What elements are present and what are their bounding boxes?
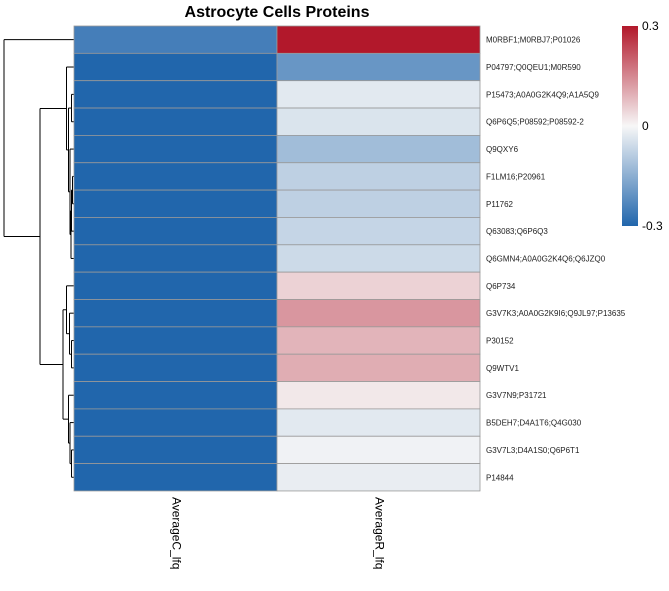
column-labels: AverageC_lfq AverageR_lfq <box>169 497 386 570</box>
heatmap-cell-averager-lfq-p14844 <box>276 463 481 492</box>
row-label-g3v7l3-d4a1s0-q6p6t1: G3V7L3;D4A1S0;Q6P6T1 <box>486 446 580 455</box>
legend-tick-label: -0.3 <box>642 219 663 233</box>
heatmap-cell-averagec-lfq-q9wtv1 <box>73 353 278 382</box>
heatmap-cell-averagec-lfq-q9qxy6 <box>73 134 278 164</box>
heatmap-cell-averager-lfq-p04797-q0qeu1-m0r590 <box>276 52 481 82</box>
row-label-b5deh7-d4a1t6-q4g030: B5DEH7;D4A1T6;Q4G030 <box>486 419 582 428</box>
heatmap-cell-averager-lfq-f1lm16-p20961 <box>276 162 481 191</box>
heatmap-cell-averagec-lfq-q6gmn4-a0a0g2k4q6-q6jzq0 <box>73 244 278 273</box>
heatmap-cell-averagec-lfq-q6p6q5-p08592-p08592-2 <box>73 107 278 136</box>
row-label-q6gmn4-a0a0g2k4q6-q6jzq0: Q6GMN4;A0A0G2K4Q6;Q6JZQ0 <box>486 254 606 263</box>
heatmap-cell-averagec-lfq-m0rbf1-m0rbj7-p01026 <box>73 25 278 54</box>
legend-tick-label: 0.3 <box>642 19 659 33</box>
heatmap-cell-averager-lfq-p15473-a0a0g2k4q9-a1a5q9 <box>276 80 481 109</box>
heatmap-cell-averagec-lfq-p04797-q0qeu1-m0r590 <box>73 52 278 82</box>
row-label-q9qxy6: Q9QXY6 <box>486 145 519 154</box>
heatmap-cell-averager-lfq-g3v7k3-a0a0g2k9i6-q9jl97-p13635 <box>276 299 481 328</box>
heatmap-cell-averagec-lfq-g3v7l3-d4a1s0-q6p6t1 <box>73 435 278 465</box>
color-legend: 0.3 0 -0.3 <box>622 19 663 233</box>
heatmap-cell-averager-lfq-q6p6q5-p08592-p08592-2 <box>276 107 481 136</box>
heatmap-cell-averager-lfq-p30152 <box>276 326 481 355</box>
heatmap-cells <box>73 25 481 492</box>
heatmap-cell-averagec-lfq-g3v7n9-p31721 <box>73 381 278 410</box>
row-labels: M0RBF1;M0RBJ7;P01026 P04797;Q0QEU1;M0R590… <box>486 36 626 483</box>
heatmap-cell-averagec-lfq-q6p734 <box>73 271 278 300</box>
row-label-g3v7n9-p31721: G3V7N9;P31721 <box>486 391 547 400</box>
heatmap-cell-averager-lfq-m0rbf1-m0rbj7-p01026 <box>276 25 481 54</box>
row-label-p11762: P11762 <box>486 200 514 209</box>
row-dendrogram <box>3 39 74 478</box>
heatmap-cell-averagec-lfq-p11762 <box>73 189 278 218</box>
heatmap-cell-averager-lfq-q6gmn4-a0a0g2k4q6-q6jzq0 <box>276 244 481 273</box>
legend-color-bar <box>622 26 638 226</box>
heatmap-cell-averager-lfq-g3v7n9-p31721 <box>276 381 481 410</box>
heatmap-cell-averager-lfq-g3v7l3-d4a1s0-q6p6t1 <box>276 435 481 465</box>
column-label-averager-lfq: AverageR_lfq <box>372 497 386 570</box>
heatmap-cell-averagec-lfq-p15473-a0a0g2k4q9-a1a5q9 <box>73 80 278 109</box>
heatmap-cell-averager-lfq-q9wtv1 <box>276 353 481 382</box>
row-label-q9wtv1: Q9WTV1 <box>486 364 519 373</box>
row-label-p15473-a0a0g2k4q9-a1a5q9: P15473;A0A0G2K4Q9;A1A5Q9 <box>486 90 600 99</box>
row-label-f1lm16-p20961: F1LM16;P20961 <box>486 172 546 181</box>
heatmap-cell-averager-lfq-q63083-q6p6q3 <box>276 217 481 246</box>
heatmap-cell-averagec-lfq-f1lm16-p20961 <box>73 162 278 191</box>
heatmap-cell-averager-lfq-q9qxy6 <box>276 134 481 164</box>
heatmap-cell-averager-lfq-b5deh7-d4a1t6-q4g030 <box>276 408 481 437</box>
column-label-averagec-lfq: AverageC_lfq <box>169 497 183 570</box>
row-label-g3v7k3-a0a0g2k9i6-q9jl97-p13635: G3V7K3;A0A0G2K9I6;Q9JL97;P13635 <box>486 309 626 318</box>
legend-tick-label: 0 <box>642 119 649 133</box>
chart-title: Astrocyte Cells Proteins <box>185 4 370 21</box>
heatmap-cell-averagec-lfq-p14844 <box>73 463 278 492</box>
row-label-q6p734: Q6P734 <box>486 282 516 291</box>
heatmap-cell-averager-lfq-p11762 <box>276 189 481 218</box>
heatmap-cell-averagec-lfq-q63083-q6p6q3 <box>73 217 278 246</box>
heatmap-cell-averagec-lfq-b5deh7-d4a1t6-q4g030 <box>73 408 278 437</box>
row-label-p04797-q0qeu1-m0r590: P04797;Q0QEU1;M0R590 <box>486 63 581 72</box>
heatmap-cell-averagec-lfq-p30152 <box>73 326 278 355</box>
row-label-m0rbf1-m0rbj7-p01026: M0RBF1;M0RBJ7;P01026 <box>486 36 581 45</box>
heatmap-cell-averager-lfq-q6p734 <box>276 271 481 300</box>
heatmap-cell-averagec-lfq-g3v7k3-a0a0g2k9i6-q9jl97-p13635 <box>73 299 278 328</box>
row-label-q6p6q5-p08592-p08592-2: Q6P6Q5;P08592;P08592-2 <box>486 118 584 127</box>
row-label-q63083-q6p6q3: Q63083;Q6P6Q3 <box>486 227 548 236</box>
row-label-p14844: P14844 <box>486 473 514 482</box>
row-label-p30152: P30152 <box>486 337 514 346</box>
